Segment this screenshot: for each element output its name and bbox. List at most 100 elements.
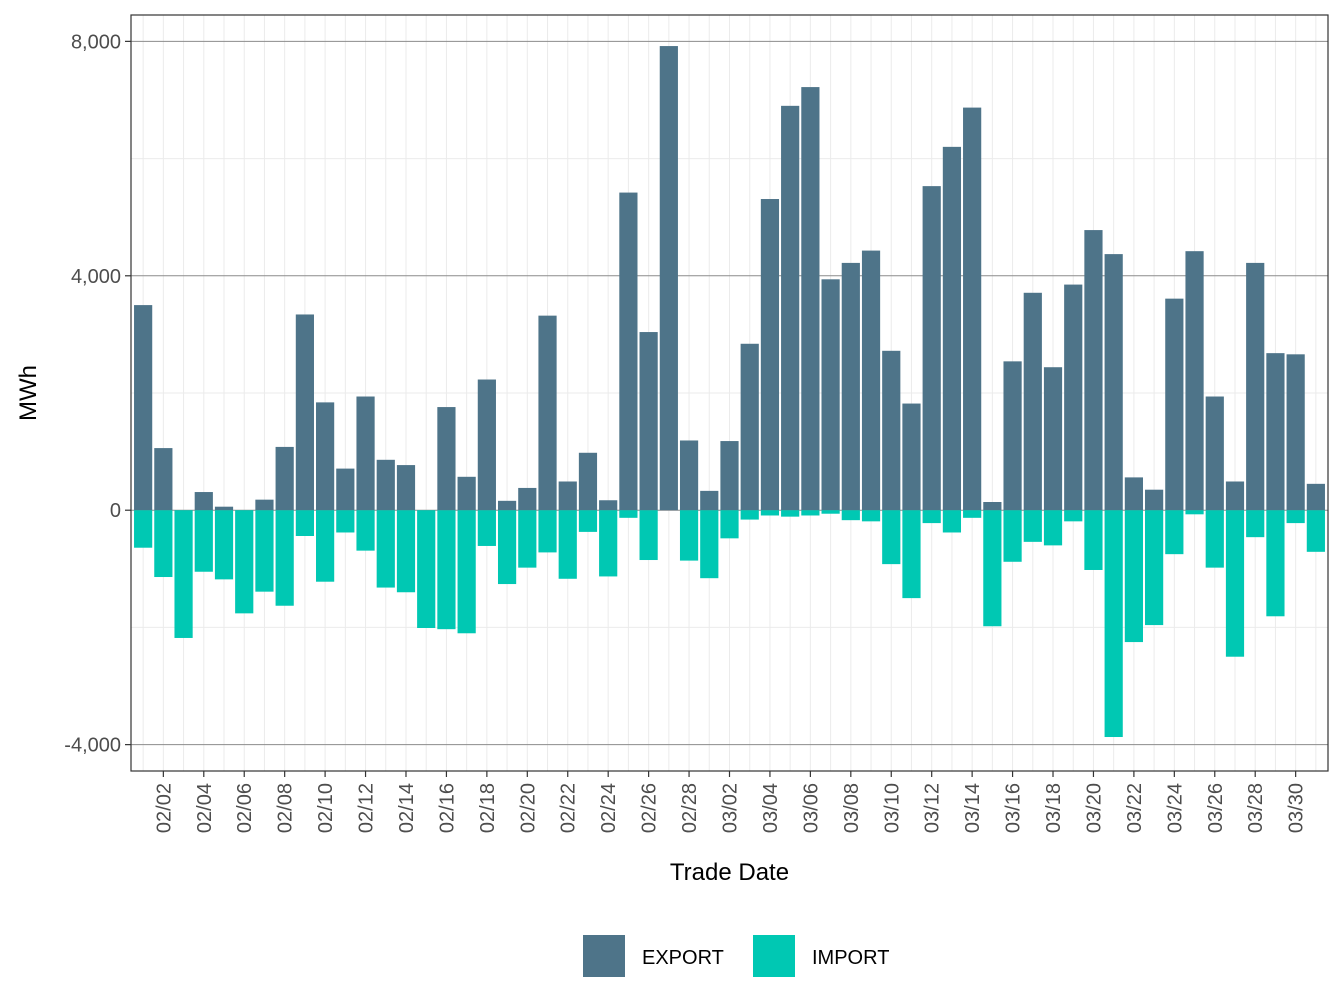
export-bar-02-24: [599, 500, 618, 511]
export-bar-02-09: [295, 314, 314, 511]
y-axis: -4,000 0 4,000 8,000: [64, 31, 131, 757]
export-bar-03-14: [963, 107, 982, 511]
export-bar-02-18: [477, 379, 496, 511]
export-bar-03-21: [1104, 254, 1123, 511]
legend: EXPORT IMPORT: [583, 935, 889, 977]
y-tick-label: 8,000: [71, 31, 121, 53]
x-tick-label: 02/06: [234, 783, 256, 833]
y-tick-label: 4,000: [71, 266, 121, 288]
minor-gridlines: [131, 15, 1328, 771]
export-bar-03-20: [1084, 230, 1103, 511]
import-bar-03-06: [801, 510, 820, 516]
y-tick-label: -4,000: [64, 735, 121, 757]
import-bar-02-16: [437, 510, 456, 630]
legend-swatch-export: [583, 935, 625, 977]
x-tick-label: 03/30: [1286, 783, 1308, 833]
import-bar-03-29: [1266, 510, 1285, 617]
export-bar-03-27: [1225, 481, 1245, 511]
export-bar-03-11: [902, 403, 921, 511]
import-bar-02-25: [619, 510, 638, 518]
import-bar-03-09: [861, 510, 881, 522]
export-bar-02-28: [679, 440, 699, 511]
export-bar-03-05: [781, 105, 800, 511]
export-bar-02-05: [214, 506, 234, 511]
import-bar-02-26: [639, 510, 658, 561]
import-bar-02-20: [518, 510, 537, 568]
import-bar-03-17: [1023, 510, 1042, 542]
export-bar-02-23: [578, 452, 598, 511]
export-bar-03-26: [1205, 396, 1224, 511]
import-bar-03-07: [821, 510, 840, 514]
import-bar-03-28: [1246, 510, 1265, 538]
export-bar-03-19: [1064, 284, 1083, 511]
export-bar-02-04: [194, 492, 213, 511]
export-bar-02-17: [457, 476, 476, 511]
import-bar-02-11: [336, 510, 355, 533]
import-bar-02-19: [497, 510, 517, 585]
export-bar-03-29: [1266, 353, 1285, 511]
x-axis-title: Trade Date: [670, 859, 789, 886]
import-bar-03-05: [781, 510, 800, 517]
import-bar-02-09: [295, 510, 314, 536]
export-bar-02-02: [154, 448, 173, 511]
x-axis: 02/02 02/04 02/06 02/08 02/10 02/12 02/14 02/16…: [153, 771, 1308, 833]
x-tick-label: 03/14: [962, 783, 984, 833]
export-bar-02-12: [356, 396, 375, 511]
export-bar-03-18: [1043, 367, 1063, 511]
export-bar-02-10: [316, 402, 335, 511]
import-bar-03-16: [1003, 510, 1022, 562]
x-tick-label: 02/08: [275, 783, 297, 833]
export-bar-02-11: [336, 468, 355, 511]
x-tick-label: 02/04: [194, 783, 216, 833]
import-bar-03-02: [720, 510, 739, 539]
import-bar-02-12: [356, 510, 375, 551]
export-bar-03-15: [983, 502, 1002, 511]
import-bar-02-18: [477, 510, 496, 546]
import-bar-02-14: [396, 510, 416, 593]
export-bar-03-30: [1286, 354, 1305, 511]
import-bar-02-02: [154, 510, 173, 578]
import-bar-03-26: [1205, 510, 1224, 568]
export-bar-02-08: [275, 446, 294, 511]
import-bar-02-21: [538, 510, 557, 553]
x-tick-label: 03/24: [1164, 783, 1186, 833]
import-bar-02-28: [679, 510, 699, 561]
export-bar-03-17: [1023, 292, 1042, 511]
export-bar-03-01: [700, 490, 719, 511]
export-bar-03-13: [942, 146, 962, 511]
x-tick-label: 02/26: [639, 783, 661, 833]
import-bar-02-10: [316, 510, 335, 582]
import-bar-03-15: [983, 510, 1002, 627]
legend-label-import: IMPORT: [812, 947, 889, 969]
import-bar-03-25: [1185, 510, 1204, 515]
export-bar-02-20: [518, 487, 537, 511]
export-bar-02-14: [396, 465, 416, 511]
import-bar-03-20: [1084, 510, 1103, 570]
x-tick-label: 03/02: [720, 783, 742, 833]
export-bar-03-31: [1306, 483, 1325, 511]
export-bar-03-12: [922, 186, 941, 511]
x-tick-label: 02/10: [315, 783, 337, 833]
x-tick-label: 03/22: [1124, 783, 1146, 833]
import-bar-02-06: [235, 510, 254, 614]
import-bar-03-22: [1124, 510, 1143, 643]
export-bar-02-25: [619, 192, 638, 511]
import-bar-03-31: [1306, 510, 1325, 552]
import-bar-03-01: [700, 510, 719, 579]
import-bar-02-13: [376, 510, 395, 588]
x-tick-label: 03/18: [1043, 783, 1065, 833]
x-tick-label: 02/20: [517, 783, 539, 833]
import-bar-02-24: [599, 510, 618, 577]
x-tick-label: 02/12: [356, 783, 378, 833]
export-bar-03-24: [1165, 298, 1184, 511]
export-bar-03-23: [1145, 489, 1164, 511]
import-bar-03-23: [1145, 510, 1164, 626]
import-bar-03-24: [1165, 510, 1184, 555]
x-tick-label: 03/26: [1205, 783, 1227, 833]
import-bar-03-10: [882, 510, 901, 565]
x-tick-label: 03/28: [1245, 783, 1267, 833]
import-bar-02-15: [417, 510, 436, 629]
import-bar-03-12: [922, 510, 941, 524]
export-bar-03-04: [760, 199, 780, 511]
